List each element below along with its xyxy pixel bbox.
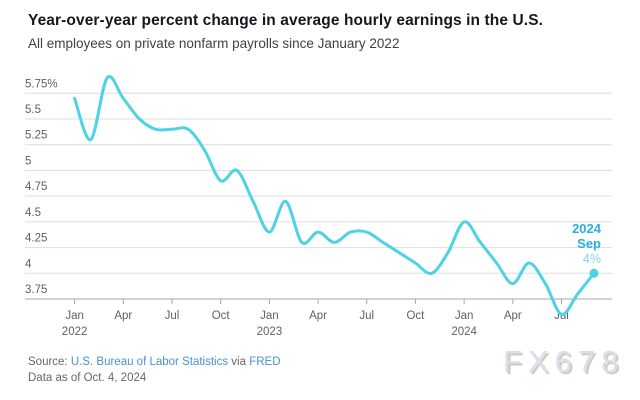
earnings-line-series — [73, 75, 596, 316]
y-axis-label: 4 — [25, 258, 32, 270]
chart-subtitle: All employees on private nonfarm payroll… — [28, 36, 400, 51]
y-axis-label: 4.25 — [25, 233, 47, 245]
x-axis-label-month: Jan — [260, 310, 279, 322]
watermark-logo: FX678 — [503, 344, 625, 379]
last-point-marker — [589, 268, 599, 278]
x-axis-label-month: Apr — [114, 310, 132, 322]
x-axis-label-year: 2024 — [451, 326, 477, 338]
annotation-year: 2024 — [572, 221, 602, 236]
y-axis-label: 4.5 — [25, 207, 41, 219]
x-axis-label-month: Jul — [554, 310, 569, 322]
x-axis-label-year: 2022 — [62, 326, 88, 338]
x-axis-label-month: Oct — [212, 310, 231, 322]
y-axis-label: 5.75% — [25, 78, 58, 90]
y-axis-label: 3.75 — [25, 284, 47, 296]
x-axis-label-month: Jul — [165, 310, 180, 322]
source-link-bls[interactable]: U.S. Bureau of Labor Statistics — [70, 356, 229, 368]
x-axis-label-month: Jan — [65, 310, 84, 322]
y-axis-label: 5 — [25, 155, 31, 167]
source-line: Source: U.S. Bureau of Labor Statistics … — [28, 356, 281, 368]
x-axis-label-month: Oct — [406, 310, 425, 322]
chart-title: Year-over-year percent change in average… — [28, 12, 544, 29]
source-prefix: Source: — [28, 356, 68, 368]
x-axis-label-month: Jan — [455, 310, 474, 322]
y-axis-label: 5.5 — [25, 104, 41, 116]
data-as-of: Data as of Oct. 4, 2024 — [28, 372, 147, 384]
x-axis-label-year: 2023 — [257, 326, 283, 338]
x-axis-label-month: Apr — [309, 310, 327, 322]
source-link-fred[interactable]: FRED — [249, 356, 281, 368]
x-axis-label-month: Jul — [359, 310, 374, 322]
annotation-value: 4% — [583, 252, 601, 266]
x-axis-label-month: Apr — [504, 310, 522, 322]
source-connector: via — [231, 356, 246, 368]
y-axis-label: 5.25 — [25, 130, 47, 142]
y-axis-label: 4.75 — [25, 181, 47, 193]
annotation-month: Sep — [577, 236, 601, 251]
